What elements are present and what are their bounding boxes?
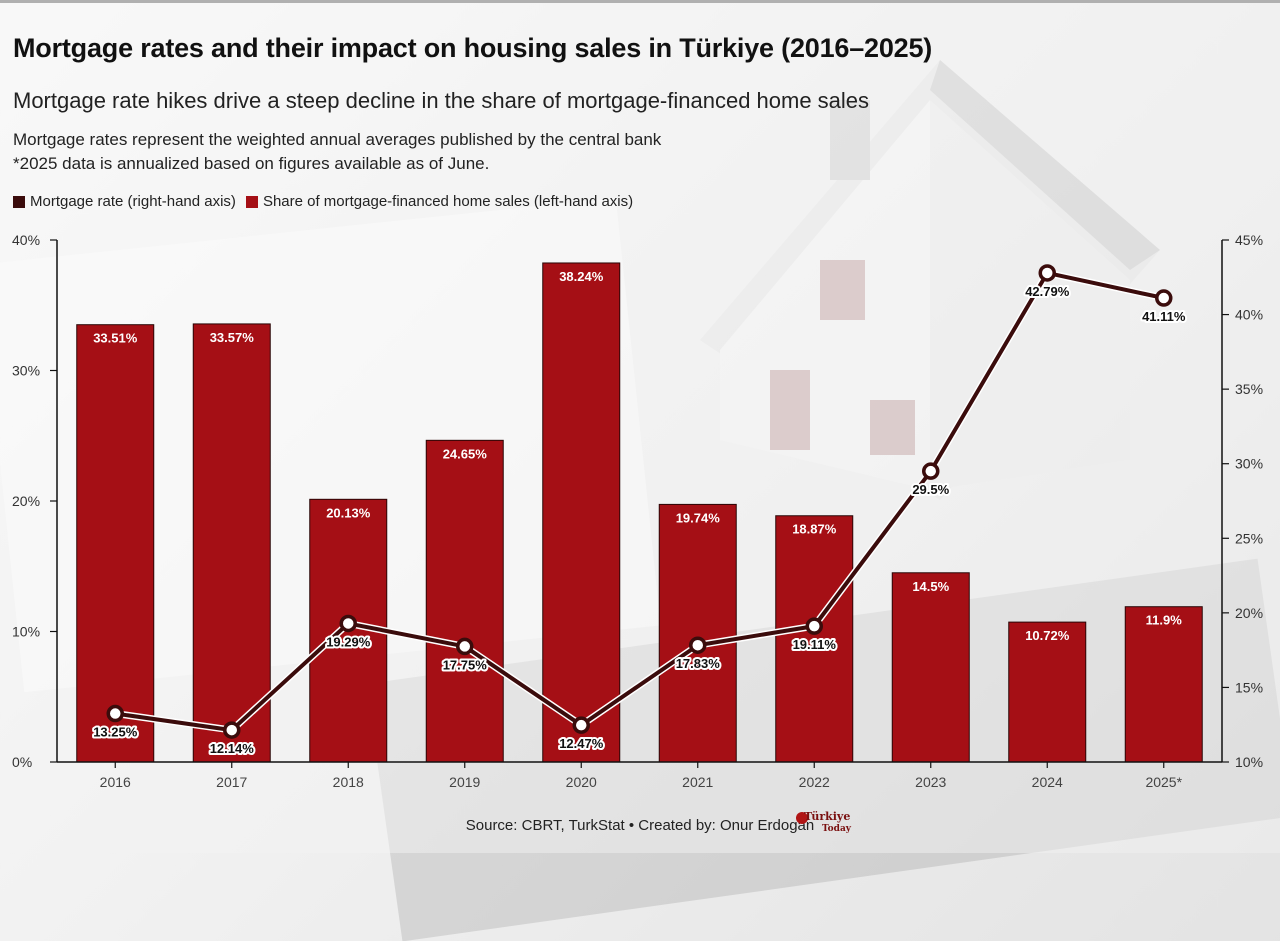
bar-data-label: 33.57% bbox=[210, 330, 255, 345]
combo-chart: 33.51% 33.57% 20.13% 24.65% 38.24% 19.74% 18.8… bbox=[12, 232, 1263, 790]
rate-data-label: 19.29% bbox=[326, 634, 371, 649]
logo-mark-icon bbox=[796, 812, 808, 824]
right-axis-tick-label: 45% bbox=[1235, 232, 1263, 248]
bar-data-label: 18.87% bbox=[792, 522, 837, 537]
bar bbox=[192, 323, 271, 763]
chart-note: Mortgage rates represent the weighted an… bbox=[13, 128, 661, 176]
rate-point bbox=[922, 462, 940, 480]
bar-data-label: 19.74% bbox=[676, 510, 721, 525]
left-axis-tick-label: 30% bbox=[12, 363, 40, 379]
rate-point bbox=[106, 704, 124, 723]
note-line-1: Mortgage rates represent the weighted an… bbox=[13, 130, 662, 149]
rate-point bbox=[223, 721, 241, 739]
brand-logo: Türkiye Today bbox=[796, 810, 852, 840]
x-axis-tick-label: 2021 bbox=[682, 774, 713, 790]
rate-point bbox=[689, 636, 707, 654]
logo-text-1: Türkiye bbox=[804, 810, 851, 823]
bar-data-label: 11.9% bbox=[1146, 613, 1183, 628]
chart-legend: Mortgage rate (right-hand axis) Share of… bbox=[13, 193, 643, 210]
rate-data-label: 12.14% bbox=[210, 741, 255, 756]
rate-data-label: 17.83% bbox=[676, 656, 721, 671]
x-axis-tick-label: 2023 bbox=[915, 774, 946, 790]
top-border bbox=[0, 0, 1280, 3]
x-axis-tick-label: 2025* bbox=[1145, 774, 1182, 790]
rate-data-label: 42.79% bbox=[1025, 284, 1070, 299]
page-subtitle: Mortgage rate hikes drive a steep declin… bbox=[13, 88, 870, 113]
x-axis-tick-label: 2019 bbox=[449, 774, 480, 790]
rate-data-label: 13.25% bbox=[93, 725, 138, 740]
legend-swatch-rate bbox=[13, 195, 25, 208]
bar-data-label: 24.65% bbox=[443, 446, 488, 461]
left-axis-tick-label: 0% bbox=[12, 754, 32, 770]
left-axis-tick-label: 20% bbox=[12, 493, 40, 509]
bar bbox=[658, 503, 737, 763]
x-axis-tick-label: 2022 bbox=[799, 774, 830, 790]
bar bbox=[891, 572, 970, 763]
legend-label-rate: Mortgage rate (right-hand axis) bbox=[30, 193, 236, 210]
logo-text-2: Today bbox=[822, 824, 852, 834]
right-axis-tick-label: 40% bbox=[1235, 307, 1263, 323]
bar bbox=[775, 515, 854, 763]
rate-point bbox=[805, 617, 823, 635]
left-axis-tick-label: 40% bbox=[12, 232, 40, 248]
legend-label-share: Share of mortgage-financed home sales (l… bbox=[262, 193, 634, 210]
bar bbox=[425, 439, 504, 763]
right-axis-tick-label: 20% bbox=[1235, 605, 1263, 621]
rate-point bbox=[1155, 289, 1173, 307]
legend-swatch-share bbox=[245, 195, 258, 208]
bar-data-label: 10.72% bbox=[1025, 628, 1070, 643]
rate-point bbox=[339, 614, 357, 633]
legend-item-share: Share of mortgage-financed home sales (l… bbox=[245, 193, 634, 210]
bar bbox=[1008, 621, 1087, 763]
note-line-2: *2025 data is annualized based on figure… bbox=[13, 154, 490, 173]
rate-data-label: 17.75% bbox=[443, 657, 488, 672]
rate-line bbox=[114, 270, 1165, 733]
bar bbox=[1124, 606, 1203, 763]
rate-point bbox=[1038, 264, 1056, 282]
rate-point bbox=[572, 716, 590, 734]
bar-data-label: 14.5% bbox=[912, 579, 949, 594]
right-axis-tick-label: 15% bbox=[1235, 679, 1263, 695]
bar-data-label: 33.51% bbox=[93, 331, 138, 346]
x-axis-tick-label: 2020 bbox=[566, 774, 597, 790]
x-axis-tick-label: 2016 bbox=[100, 774, 131, 790]
page-title: Mortgage rates and their impact on housi… bbox=[13, 33, 933, 63]
bar-data-label: 38.24% bbox=[559, 269, 604, 284]
bar-data-label: 20.13% bbox=[326, 505, 371, 520]
right-axis-tick-label: 35% bbox=[1235, 381, 1263, 397]
bar bbox=[76, 324, 155, 763]
legend-item-rate: Mortgage rate (right-hand axis) bbox=[13, 193, 236, 210]
bar bbox=[542, 262, 621, 763]
source-credit: Source: CBRT, TurkStat • Created by: Onu… bbox=[465, 817, 815, 834]
right-axis-tick-label: 10% bbox=[1235, 754, 1263, 770]
right-axis-tick-label: 30% bbox=[1235, 456, 1263, 472]
x-axis-tick-label: 2017 bbox=[216, 774, 247, 790]
left-axis-tick-label: 10% bbox=[12, 624, 40, 640]
rate-data-label: 12.47% bbox=[559, 736, 604, 751]
rate-data-label: 19.11% bbox=[793, 637, 837, 652]
rate-data-label: 29.5% bbox=[912, 482, 949, 497]
x-axis-tick-label: 2024 bbox=[1032, 774, 1063, 790]
x-axis-tick-label: 2018 bbox=[333, 774, 364, 790]
rate-point bbox=[456, 637, 474, 656]
rate-data-label: 41.11% bbox=[1142, 309, 1186, 324]
right-axis-tick-label: 25% bbox=[1235, 530, 1263, 546]
